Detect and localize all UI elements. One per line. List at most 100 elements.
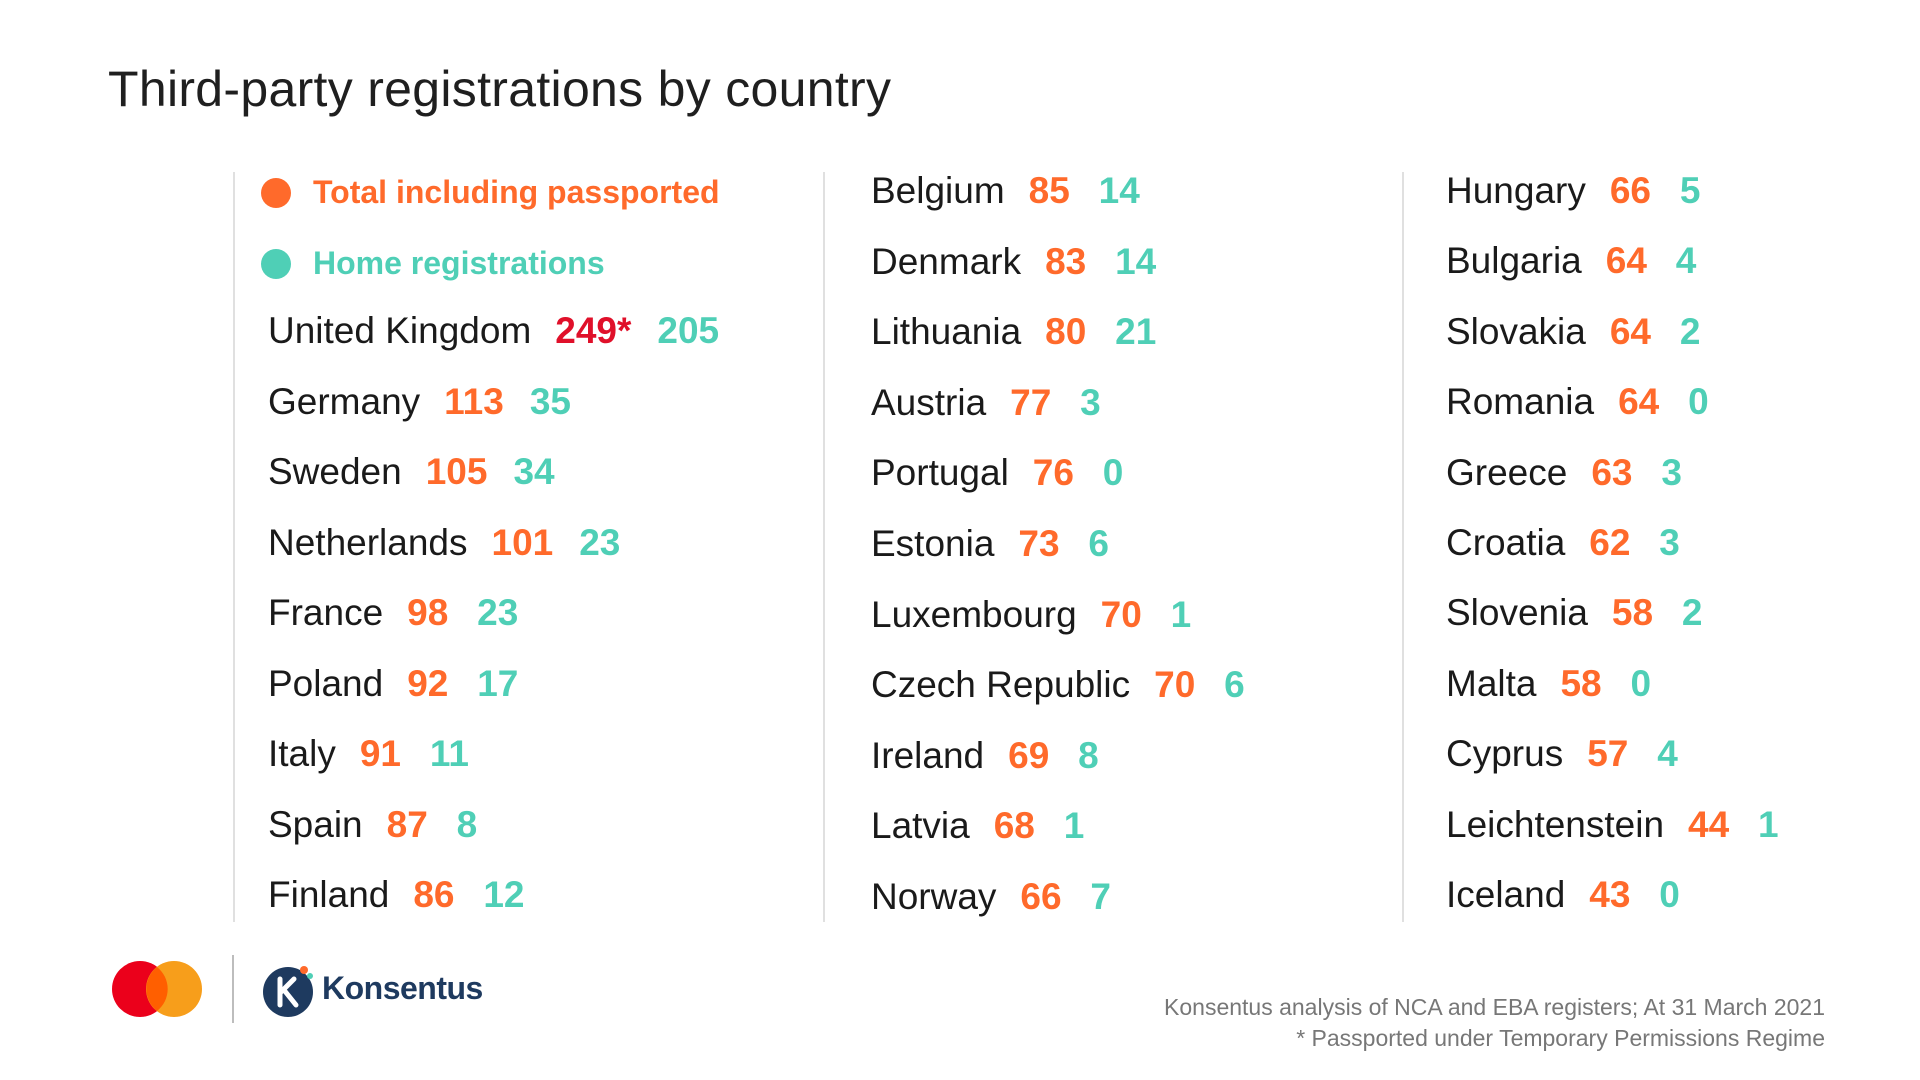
total-value: 249* (555, 310, 632, 351)
home-value: 6 (1224, 664, 1245, 706)
total-value: 64 (1605, 240, 1647, 282)
home-value: 11 (429, 733, 469, 774)
home-value: 0 (1659, 874, 1680, 915)
total-value: 70 (1100, 593, 1142, 635)
mastercard-logo (112, 961, 202, 1017)
total-value: 101 (491, 521, 554, 563)
country-name: Austria (871, 381, 987, 423)
country-name: Ireland (871, 734, 985, 776)
country-name: Finland (268, 874, 390, 915)
home-value: 2 (1681, 592, 1703, 634)
total-value: 57 (1587, 733, 1629, 775)
home-value: 8 (1078, 734, 1099, 776)
column-divider-right (1402, 172, 1404, 922)
total-value: 69 (1008, 734, 1050, 776)
home-value: 6 (1088, 523, 1109, 564)
home-value: 1 (1063, 805, 1085, 847)
home-value: 2 (1679, 310, 1701, 352)
country-name: Bulgaria (1446, 240, 1582, 282)
country-name: Italy (268, 733, 336, 774)
footnote-line: * Passported under Temporary Permissions… (1296, 1025, 1825, 1051)
total-value: 62 (1589, 522, 1631, 563)
home-value: 7 (1090, 876, 1111, 917)
total-value: 83 (1045, 240, 1087, 282)
country-name: Leichtenstein (1446, 803, 1665, 845)
total-value: 68 (993, 805, 1035, 847)
home-dot-icon (261, 248, 291, 279)
home-value: 23 (579, 521, 621, 563)
country-name: Denmark (871, 240, 1022, 282)
total-value: 92 (407, 662, 449, 704)
legend-total: Total including passported (261, 174, 720, 211)
country-name: Malta (1446, 662, 1537, 704)
home-value: 23 (477, 592, 519, 633)
page-title: Third-party registrations by country (108, 61, 892, 117)
country-name: Greece (1446, 451, 1568, 493)
total-value: 64 (1609, 310, 1651, 352)
total-value: 64 (1618, 381, 1660, 423)
total-value: 91 (359, 733, 401, 774)
country-name: Poland (268, 662, 384, 704)
home-value: 0 (1102, 452, 1124, 494)
home-value: 35 (529, 380, 571, 422)
total-value: 105 (425, 451, 488, 492)
source-line: Konsentus analysis of NCA and EBA regist… (1164, 994, 1825, 1020)
country-name: Cyprus (1446, 733, 1564, 775)
home-value: 34 (513, 451, 555, 492)
total-value: 58 (1560, 662, 1602, 704)
home-value: 12 (483, 874, 525, 915)
home-value: 14 (1098, 170, 1140, 211)
country-name: Norway (871, 876, 997, 917)
column-divider-middle (823, 172, 825, 922)
total-value: 58 (1611, 592, 1654, 634)
country-name: Hungary (1446, 170, 1586, 211)
total-value: 87 (386, 803, 428, 845)
country-name: Portugal (871, 452, 1009, 494)
home-value: 0 (1630, 662, 1652, 704)
country-name: Luxembourg (871, 593, 1077, 635)
country-name: France (268, 592, 384, 633)
legend-home-label: Home registrations (313, 245, 605, 281)
country-name: Iceland (1446, 874, 1566, 915)
total-value: 80 (1045, 311, 1087, 353)
country-name: Belgium (871, 170, 1005, 211)
column-divider-left (233, 172, 235, 922)
konsentus-logo-text: Konsentus (322, 970, 483, 1006)
country-name: Slovenia (1446, 592, 1588, 634)
total-value: 63 (1591, 451, 1633, 493)
home-value: 14 (1115, 240, 1157, 282)
country-name: Germany (268, 380, 421, 422)
home-value: 3 (1661, 451, 1682, 493)
total-dot-icon (261, 177, 291, 208)
home-value: 3 (1080, 381, 1101, 423)
total-value: 66 (1020, 876, 1062, 917)
home-value: 3 (1659, 522, 1680, 563)
total-value: 43 (1589, 874, 1631, 915)
total-value: 44 (1688, 803, 1730, 845)
konsentus-k-icon (263, 966, 313, 1017)
home-value: 1 (1758, 803, 1779, 845)
home-value: 1 (1170, 593, 1192, 635)
legend-home: Home registrations (261, 245, 605, 282)
legend-total-label: Total including passported (313, 174, 720, 210)
total-value: 66 (1609, 170, 1651, 211)
country-name: Estonia (871, 523, 995, 564)
country-name: Czech Republic (871, 664, 1131, 706)
home-value: 5 (1679, 170, 1701, 211)
total-value: 113 (444, 380, 504, 422)
country-name: Latvia (871, 805, 970, 847)
country-name: Croatia (1446, 522, 1566, 563)
logo-separator (232, 955, 234, 1023)
home-value: 4 (1675, 240, 1697, 282)
country-name: United Kingdom (268, 310, 532, 351)
total-value: 73 (1018, 523, 1060, 564)
home-value: 205 (657, 310, 720, 351)
home-value: 21 (1115, 311, 1157, 353)
source-note: Konsentus analysis of NCA and EBA regist… (1164, 992, 1825, 1054)
total-value: 85 (1028, 170, 1070, 211)
home-value: 0 (1688, 381, 1709, 423)
total-value: 77 (1010, 381, 1052, 423)
country-name: Lithuania (871, 311, 1022, 353)
home-value: 17 (477, 662, 519, 704)
total-value: 98 (407, 592, 449, 633)
